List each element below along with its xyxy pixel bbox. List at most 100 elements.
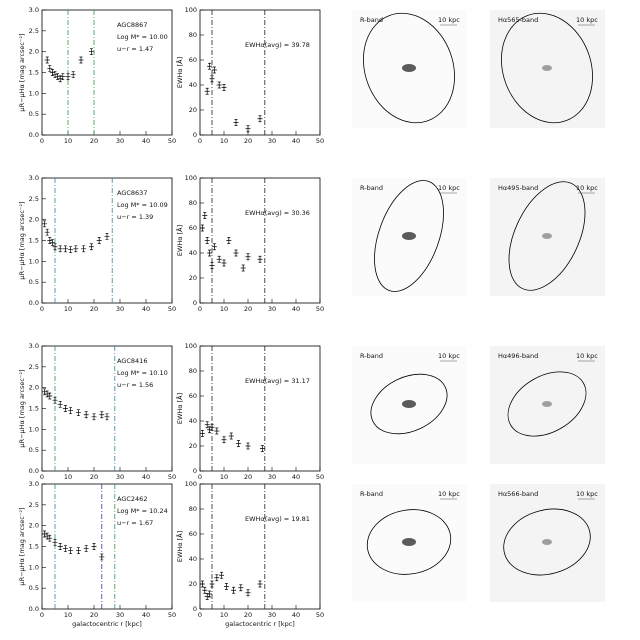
x-tick-label: 20 xyxy=(244,137,252,145)
y-tick-label: 100 xyxy=(185,6,197,14)
x-tick-label: 10 xyxy=(64,305,72,313)
data-point xyxy=(62,245,68,253)
data-point xyxy=(78,56,84,64)
data-point xyxy=(257,255,263,263)
x-tick-label: 10 xyxy=(220,611,228,619)
y-tick-label: 40 xyxy=(189,81,197,89)
x-tick-label: 30 xyxy=(268,611,276,619)
y-tick-label: 60 xyxy=(189,530,197,538)
x-tick-label: 10 xyxy=(220,305,228,313)
data-point xyxy=(57,543,63,550)
data-point xyxy=(83,545,89,552)
scale-label: 10 kpc xyxy=(576,352,598,360)
data-point xyxy=(68,547,74,555)
scale-label: 10 kpc xyxy=(438,490,460,498)
x-tick-label: 30 xyxy=(268,137,276,145)
data-point xyxy=(204,593,210,600)
x-tick-label: 40 xyxy=(142,305,150,313)
aperture-ellipse xyxy=(370,373,448,435)
data-point xyxy=(49,239,55,246)
annotation: EWHα(avg) = 31.17 xyxy=(245,377,310,385)
data-point xyxy=(245,253,251,261)
x-tick-label: 20 xyxy=(244,611,252,619)
x-tick-label: 50 xyxy=(316,473,324,481)
x-tick-label: 40 xyxy=(292,611,300,619)
data-point xyxy=(44,532,50,540)
y-tick-label: 100 xyxy=(185,174,197,182)
x-tick-label: 40 xyxy=(142,137,150,145)
galaxy-core xyxy=(402,400,416,408)
y-axis-label: μR−μHα [mag arcsec⁻²] xyxy=(18,507,26,585)
data-point xyxy=(209,580,215,588)
y-tick-label: 2.5 xyxy=(29,27,39,35)
annotation: Log M* = 10.24 xyxy=(117,507,168,515)
data-point xyxy=(42,388,48,396)
y-tick-label: 0 xyxy=(193,605,197,613)
galaxy-core xyxy=(402,232,416,240)
data-point xyxy=(52,243,58,251)
galaxy-image: Hα565-band 10 kpc xyxy=(490,10,605,128)
x-axis-label: galactocentric r [kpc] xyxy=(225,620,295,628)
data-point xyxy=(231,586,237,594)
x-tick-label: 50 xyxy=(316,611,324,619)
scale-label: 10 kpc xyxy=(438,16,460,24)
data-point xyxy=(245,442,251,450)
y-axis-label: EWHα [Å] xyxy=(175,57,184,88)
y-axis-label: EWHα [Å] xyxy=(175,225,184,256)
y-tick-label: 20 xyxy=(189,580,197,588)
x-tick-label: 10 xyxy=(64,473,72,481)
y-tick-label: 3.0 xyxy=(29,174,39,182)
x-tick-label: 0 xyxy=(198,137,202,145)
annotation: EWHα(avg) = 30.36 xyxy=(245,209,310,217)
x-tick-label: 50 xyxy=(168,473,176,481)
aperture-ellipse xyxy=(363,12,455,124)
x-tick-label: 50 xyxy=(316,305,324,313)
data-point xyxy=(235,440,241,447)
x-tick-label: 20 xyxy=(90,473,98,481)
galaxy-image: R-band 10 kpc xyxy=(352,346,467,464)
data-point xyxy=(73,245,79,253)
data-point xyxy=(233,119,239,126)
x-tick-label: 50 xyxy=(168,137,176,145)
y-tick-label: 0.0 xyxy=(29,467,39,475)
x-tick-label: 20 xyxy=(244,473,252,481)
x-tick-label: 30 xyxy=(268,305,276,313)
data-point xyxy=(81,245,87,253)
data-point xyxy=(202,586,208,594)
data-point xyxy=(216,255,222,263)
data-point xyxy=(221,259,227,267)
y-tick-label: 0.5 xyxy=(29,584,39,592)
galaxy-core xyxy=(542,401,552,407)
scale-label: 10 kpc xyxy=(576,16,598,24)
y-tick-label: 2.5 xyxy=(29,363,39,371)
data-point xyxy=(233,249,239,257)
y-tick-label: 0.0 xyxy=(29,605,39,613)
data-point xyxy=(209,423,215,431)
x-tick-label: 50 xyxy=(168,611,176,619)
galaxy-core xyxy=(402,64,416,72)
y-tick-label: 2.5 xyxy=(29,501,39,509)
x-tick-label: 0 xyxy=(198,305,202,313)
data-point xyxy=(99,553,105,561)
data-point xyxy=(221,84,227,91)
band-label: Hα565-band xyxy=(498,16,538,24)
scale-label: 10 kpc xyxy=(576,184,598,192)
y-axis-label: μR−μHα [mag arcsec⁻²] xyxy=(18,201,26,279)
x-tick-label: 50 xyxy=(316,137,324,145)
y-tick-label: 60 xyxy=(189,224,197,232)
data-point xyxy=(223,583,229,590)
y-tick-label: 2.0 xyxy=(29,48,39,56)
data-point xyxy=(47,534,53,542)
data-point xyxy=(104,232,110,240)
x-tick-label: 0 xyxy=(40,611,44,619)
data-point xyxy=(70,71,76,78)
y-tick-label: 2.0 xyxy=(29,522,39,530)
aperture-ellipse xyxy=(507,371,587,437)
aperture-ellipse xyxy=(503,508,591,576)
x-tick-label: 20 xyxy=(90,611,98,619)
y-tick-label: 1.5 xyxy=(29,543,39,551)
data-point xyxy=(75,409,81,417)
x-axis-label: galactocentric r [kpc] xyxy=(72,620,142,628)
data-point xyxy=(68,246,74,254)
